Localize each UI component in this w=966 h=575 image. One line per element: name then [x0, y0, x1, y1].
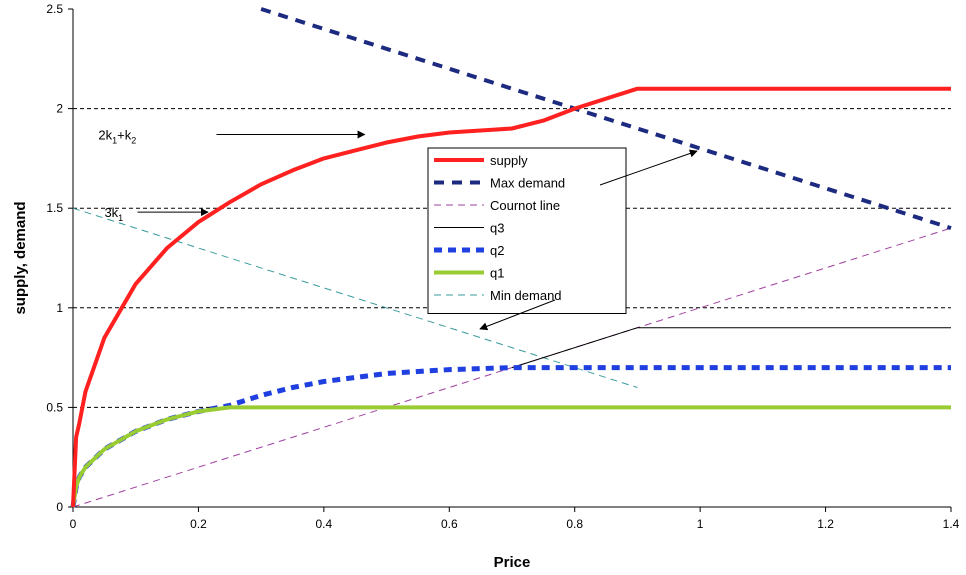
legend-box	[427, 147, 627, 314]
x-tick-label: 0.2	[190, 517, 207, 531]
series-layer	[70, 7, 952, 508]
x-tick-label: 1.2	[817, 517, 834, 531]
x-tick-label: 1.4	[943, 517, 960, 531]
x-tick-label: 0.4	[316, 517, 333, 531]
y-axis-title: supply, demand	[12, 201, 29, 314]
tick-labels: 0 0.2 0.4 0.6 0.8 1 1.2 1.4 0 0.5 1 1.5 2 2.5	[46, 2, 959, 531]
series-line-q3	[511, 327, 951, 369]
legend-arrow-min-demand	[479, 299, 556, 331]
annotations: 2k1+k2 3k1	[98, 127, 366, 223]
legend-label-supply: supply	[490, 153, 528, 168]
x-axis-title: Price	[494, 554, 531, 571]
x-tick-label: 0.6	[441, 517, 458, 531]
y-tick-label: 1	[56, 301, 63, 315]
legend-label-max-demand: Max demand	[490, 176, 565, 191]
legend-label-q2: q2	[490, 243, 504, 258]
y-tick-label: 2.5	[46, 2, 63, 16]
y-tick-label: 2	[56, 102, 63, 116]
annotation-label: 3k1	[104, 205, 123, 223]
axes	[72, 9, 951, 508]
x-tick-label: 0	[70, 517, 77, 531]
annotation-label: 2k1+k2	[98, 127, 136, 145]
series-line-supply	[71, 86, 951, 508]
legend: supply Max demand Cournot line q3 q2 q1 Min de…	[427, 147, 698, 331]
legend-label-q1: q1	[490, 266, 504, 281]
legend-arrow-max-demand	[599, 149, 698, 186]
legend-label-q3: q3	[490, 221, 504, 236]
x-tick-label: 0.8	[566, 517, 583, 531]
y-tick-label: 0	[56, 500, 63, 514]
legend-label-min-demand: Min demand	[490, 288, 562, 303]
series-line-q2	[70, 365, 951, 508]
x-tick-label: 1	[697, 517, 704, 531]
y-tick-label: 0.5	[46, 400, 63, 414]
legend-label-cournot-line: Cournot line	[490, 198, 560, 213]
y-tick-label: 1.5	[46, 201, 63, 215]
series-line-max-demand	[260, 7, 952, 231]
series-line-q1	[71, 405, 951, 508]
